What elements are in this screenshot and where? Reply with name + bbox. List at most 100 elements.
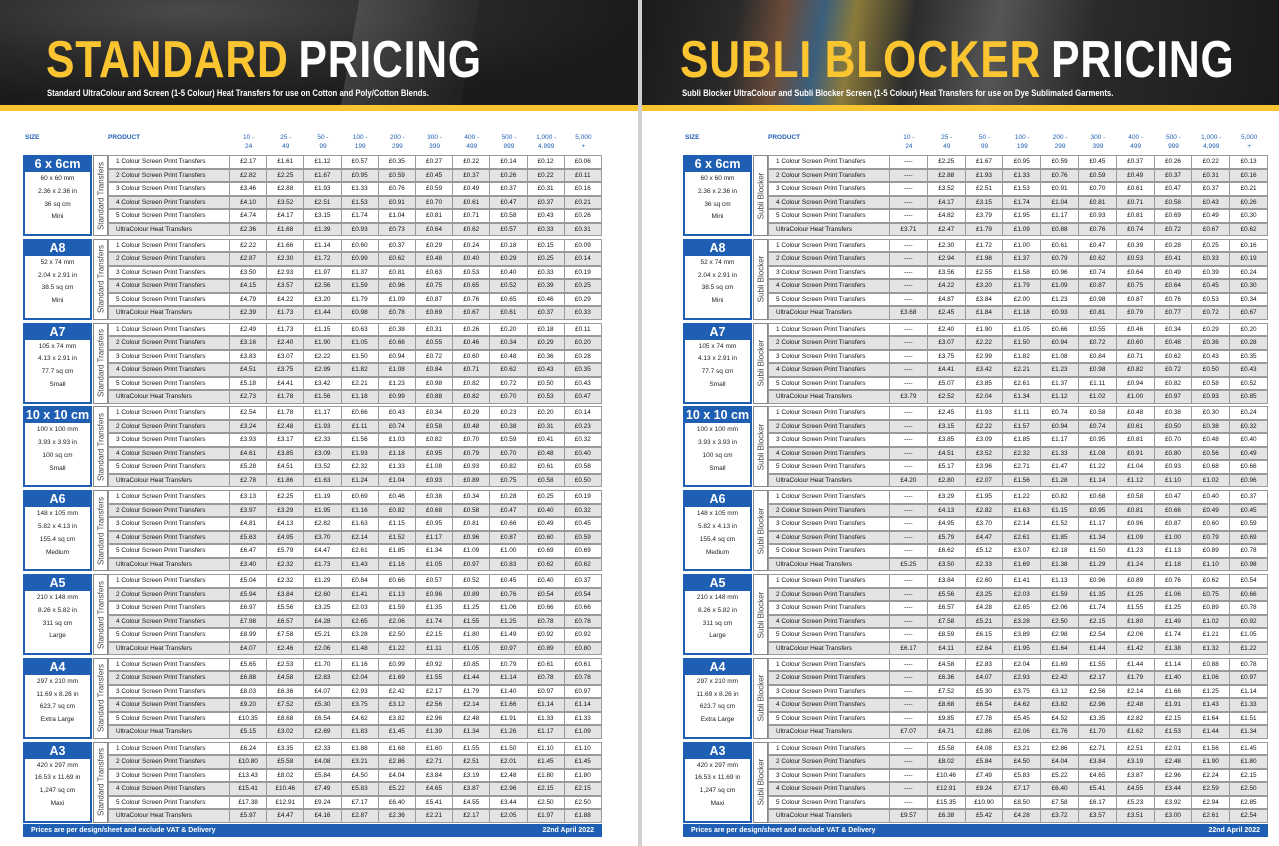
price-cell: £3.19: [453, 768, 491, 783]
price-cell: £0.89: [1192, 544, 1231, 558]
price-cell: £2.98: [1041, 628, 1079, 642]
price-row: 2 Colour Screen Print Transfers £10.80 £5.…: [108, 755, 602, 769]
price-cell: £3.52: [304, 460, 342, 474]
price-cell: £0.26: [1230, 195, 1268, 209]
price-cell: £1.97: [527, 809, 565, 823]
price-cell: £2.21: [415, 809, 454, 823]
price-cell: £0.32: [564, 433, 602, 447]
price-cell: £8.68: [927, 698, 966, 712]
price-cell: £0.30: [1230, 279, 1268, 293]
price-cell: £5.04: [230, 574, 268, 588]
price-cell: £1.80: [453, 628, 491, 642]
quantity-header: 10 - 24: [890, 133, 928, 151]
price-cell: £0.82: [415, 433, 454, 447]
price-cell: £0.38: [1154, 406, 1193, 420]
header-banner: SUBLI BLOCKER PRICING Subli Blocker Ultra…: [642, 0, 1279, 105]
price-cell: £1.17: [1078, 517, 1117, 531]
price-cell: ----: [890, 238, 928, 253]
price-cell: £7.49: [965, 768, 1004, 783]
price-cell: £0.38: [378, 322, 416, 337]
price-cell: £0.26: [490, 168, 528, 182]
price-row: 1 Colour Screen Print Transfers £2.54 £1.7…: [108, 406, 602, 420]
price-cell: £3.07: [267, 349, 305, 364]
price-cell: £4.20: [890, 473, 928, 488]
price-cell: £1.43: [341, 557, 379, 572]
product-name: 2 Colour Screen Print Transfers: [108, 336, 230, 350]
price-cell: £0.76: [1154, 574, 1193, 588]
size-block: 6 x 6cm 60 x 60 mm 2.36 x 2.36 in 36 sq cm M…: [23, 155, 602, 236]
price-cell: £2.56: [415, 698, 454, 712]
price-cell: £0.64: [415, 222, 454, 236]
price-cell: £2.93: [267, 265, 305, 280]
price-cell: £1.17: [1041, 209, 1079, 223]
product-name: UltraColour Heat Transfers: [768, 306, 890, 320]
size-mm: 420 x 297 mm: [696, 761, 739, 769]
product-name: UltraColour Heat Transfers: [768, 222, 890, 236]
product-name: 2 Colour Screen Print Transfers: [768, 671, 890, 685]
transfer-type-label: Subli Blocker: [753, 322, 768, 404]
price-cell: £2.85: [1230, 795, 1268, 810]
price-cell: £3.07: [1003, 544, 1042, 558]
price-cell: £0.16: [1230, 238, 1268, 253]
price-cell: £2.07: [965, 473, 1004, 488]
price-cell: £0.34: [490, 336, 528, 350]
price-cell: £1.66: [1154, 684, 1193, 699]
price-cell: £5.79: [927, 530, 966, 545]
price-cell: £2.32: [341, 460, 379, 474]
price-cell: £0.14: [564, 252, 602, 266]
price-cell: £0.72: [1154, 222, 1193, 236]
price-cell: £0.87: [415, 292, 454, 307]
price-cell: £1.59: [1041, 587, 1079, 601]
price-cell: £2.48: [267, 419, 305, 434]
price-cell: £1.58: [1003, 265, 1042, 280]
size-area: 38.5 sq cm: [41, 284, 74, 292]
size-inches: 2.36 x 2.36 in: [697, 187, 738, 195]
price-cell: £1.17: [1041, 433, 1079, 447]
footer-note: Prices are per design/sheet and exclude …: [691, 827, 876, 834]
accent-band: [642, 105, 1279, 111]
price-cell: £1.25: [490, 614, 528, 628]
price-cell: £0.24: [1230, 265, 1268, 280]
price-cell: £0.11: [564, 168, 602, 182]
price-cell: £5.83: [1003, 768, 1042, 783]
price-cell: £2.51: [965, 182, 1004, 196]
price-cell: £2.15: [1154, 711, 1193, 726]
price-cell: £2.96: [490, 782, 528, 796]
price-cell: £1.11: [341, 419, 379, 434]
price-row: 1 Colour Screen Print Transfers ---- £3.84…: [768, 574, 1268, 588]
price-cell: £2.82: [230, 168, 268, 182]
price-cell: ----: [890, 587, 928, 601]
price-cell: £0.76: [490, 587, 528, 601]
product-name: 5 Colour Screen Print Transfers: [108, 628, 230, 642]
price-cell: £2.33: [304, 433, 342, 447]
price-cell: £0.50: [564, 473, 602, 488]
transfer-type-text: Standard Transfers: [96, 496, 105, 565]
product-name: UltraColour Heat Transfers: [768, 473, 890, 488]
price-row: UltraColour Heat Transfers £4.20 £2.80 £2.0…: [768, 473, 1268, 488]
price-cell: £2.15: [1230, 768, 1268, 783]
price-cell: £3.82: [378, 711, 416, 726]
price-row: 5 Colour Screen Print Transfers ---- £15.3…: [768, 795, 1268, 810]
price-cell: £3.21: [1003, 741, 1042, 756]
product-name: 3 Colour Screen Print Transfers: [768, 265, 890, 280]
product-name: 4 Colour Screen Print Transfers: [768, 363, 890, 377]
size-class: Small: [709, 464, 726, 472]
price-cell: £2.88: [267, 182, 305, 196]
price-row: 2 Colour Screen Print Transfers £5.94 £3.8…: [108, 587, 602, 601]
price-cell: £7.52: [267, 698, 305, 712]
price-cell: £1.56: [1003, 473, 1042, 488]
price-cell: £1.74: [1078, 601, 1117, 615]
transfer-type-text: Subli Blocker: [756, 172, 765, 219]
price-cell: £1.74: [1003, 195, 1042, 209]
price-row: UltraColour Heat Transfers £9.57 £6.38 £5.4…: [768, 809, 1268, 823]
price-cell: £0.75: [415, 279, 454, 293]
price-cell: £0.53: [1116, 252, 1155, 266]
price-cell: £1.91: [1154, 698, 1193, 712]
price-cell: £2.61: [1003, 376, 1042, 391]
size-class: Maxi: [50, 799, 65, 807]
price-cell: £0.98: [1230, 557, 1268, 572]
price-cell: £0.62: [1078, 252, 1117, 266]
price-cell: £0.59: [490, 433, 528, 447]
price-cell: £0.93: [1192, 390, 1231, 404]
price-cell: £1.59: [341, 279, 379, 293]
